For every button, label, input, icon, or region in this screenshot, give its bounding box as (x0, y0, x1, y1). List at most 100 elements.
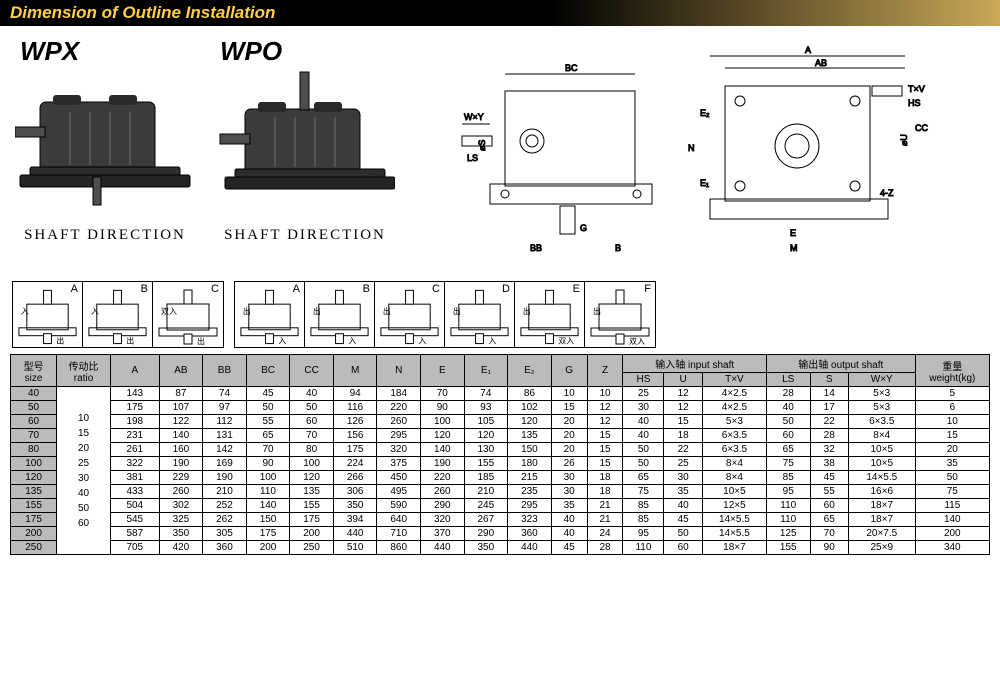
size-cell: 60 (11, 415, 57, 429)
data-cell: 70 (810, 527, 848, 541)
data-cell: 302 (159, 499, 203, 513)
data-cell: 394 (333, 513, 377, 527)
svg-text:双入: 双入 (558, 337, 574, 346)
data-cell: 135 (508, 429, 552, 443)
svg-text:W×Y: W×Y (464, 112, 484, 122)
data-cell: 15 (551, 401, 587, 415)
data-cell: 504 (110, 499, 159, 513)
data-cell: 10 (915, 415, 989, 429)
size-cell: 120 (11, 471, 57, 485)
data-cell: 115 (915, 499, 989, 513)
data-cell: 90 (810, 541, 848, 555)
col: U (664, 373, 702, 387)
col: W×Y (848, 373, 915, 387)
variant-cell: D出入 (445, 282, 515, 347)
data-cell: 375 (377, 457, 421, 471)
data-cell: 120 (421, 429, 465, 443)
svg-text:T×V: T×V (908, 84, 925, 94)
data-cell: 65 (810, 513, 848, 527)
data-cell: 433 (110, 485, 159, 499)
data-cell: 30 (664, 471, 702, 485)
data-cell: 322 (110, 457, 159, 471)
data-cell: 210 (203, 485, 247, 499)
data-cell: 156 (333, 429, 377, 443)
data-cell: 14×5.5 (848, 471, 915, 485)
data-cell: 420 (159, 541, 203, 555)
data-cell: 440 (333, 527, 377, 541)
data-cell: 150 (246, 513, 290, 527)
data-cell: 65 (246, 429, 290, 443)
svg-text:4-Z: 4-Z (880, 188, 894, 198)
data-cell: 15 (587, 443, 623, 457)
size-cell: 50 (11, 401, 57, 415)
data-cell: 80 (290, 443, 334, 457)
data-cell: 140 (915, 513, 989, 527)
svg-text:E₂: E₂ (700, 108, 710, 118)
data-cell: 50 (915, 471, 989, 485)
data-cell: 17 (810, 401, 848, 415)
size-cell: 70 (11, 429, 57, 443)
data-cell: 85 (623, 513, 664, 527)
table-row: 4010152025304050601438774454094184707486… (11, 387, 990, 401)
data-cell: 120 (464, 429, 508, 443)
svg-text:CC: CC (915, 123, 928, 133)
size-cell: 80 (11, 443, 57, 457)
col: BB (203, 355, 247, 387)
data-cell: 260 (377, 415, 421, 429)
product-wpx: WPX SHAFT DIRECTION (15, 36, 195, 276)
data-cell: 50 (664, 527, 702, 541)
variant-cell: A出入 (235, 282, 305, 347)
data-cell: 50 (290, 401, 334, 415)
data-cell: 100 (290, 457, 334, 471)
data-cell: 252 (203, 499, 247, 513)
data-cell: 185 (464, 471, 508, 485)
data-cell: 93 (464, 401, 508, 415)
data-cell: 22 (810, 415, 848, 429)
data-cell: 60 (664, 541, 702, 555)
data-cell: 20 (915, 443, 989, 457)
variant-cell: C双入出 (153, 282, 223, 347)
svg-text:M: M (790, 243, 798, 253)
data-cell: 440 (421, 541, 465, 555)
wpo-label: WPO (220, 36, 282, 67)
data-cell: 295 (508, 499, 552, 513)
data-cell: 65 (766, 443, 810, 457)
data-cell: 262 (203, 513, 247, 527)
svg-text:出: 出 (243, 306, 251, 316)
data-cell: 26 (551, 457, 587, 471)
data-cell: 306 (333, 485, 377, 499)
data-cell: 97 (203, 401, 247, 415)
svg-text:出: 出 (593, 306, 601, 316)
table-row: 1755453252621501753946403202673234021854… (11, 513, 990, 527)
data-cell: 12 (664, 401, 702, 415)
data-cell: 131 (203, 429, 247, 443)
data-cell: 210 (464, 485, 508, 499)
data-cell: 70 (290, 429, 334, 443)
svg-text:A: A (805, 45, 811, 55)
table-row: 601981221125560126260100105120201240155×… (11, 415, 990, 429)
data-cell: 10 (551, 387, 587, 401)
data-cell: 705 (110, 541, 159, 555)
size-cell: 40 (11, 387, 57, 401)
data-cell: 40 (664, 499, 702, 513)
col: Z (587, 355, 623, 387)
data-cell: 10×5 (702, 485, 766, 499)
variant-group: A入出B入出C双入出 (12, 281, 224, 348)
data-cell: 70 (421, 387, 465, 401)
data-cell: 140 (246, 499, 290, 513)
wpx-label: WPX (20, 36, 79, 67)
data-cell: 135 (290, 485, 334, 499)
data-cell: 50 (246, 401, 290, 415)
data-cell: 100 (246, 471, 290, 485)
data-cell: 50 (623, 457, 664, 471)
col-ratio: 传动比ratio (57, 355, 111, 387)
data-cell: 74 (464, 387, 508, 401)
data-cell: 45 (246, 387, 290, 401)
data-cell: 32 (810, 443, 848, 457)
data-cell: 40 (290, 387, 334, 401)
table-row: 1555043022521401553505902902452953521854… (11, 499, 990, 513)
data-cell: 140 (421, 443, 465, 457)
data-cell: 12 (587, 401, 623, 415)
data-cell: 35 (551, 499, 587, 513)
svg-text:双入: 双入 (629, 337, 645, 346)
